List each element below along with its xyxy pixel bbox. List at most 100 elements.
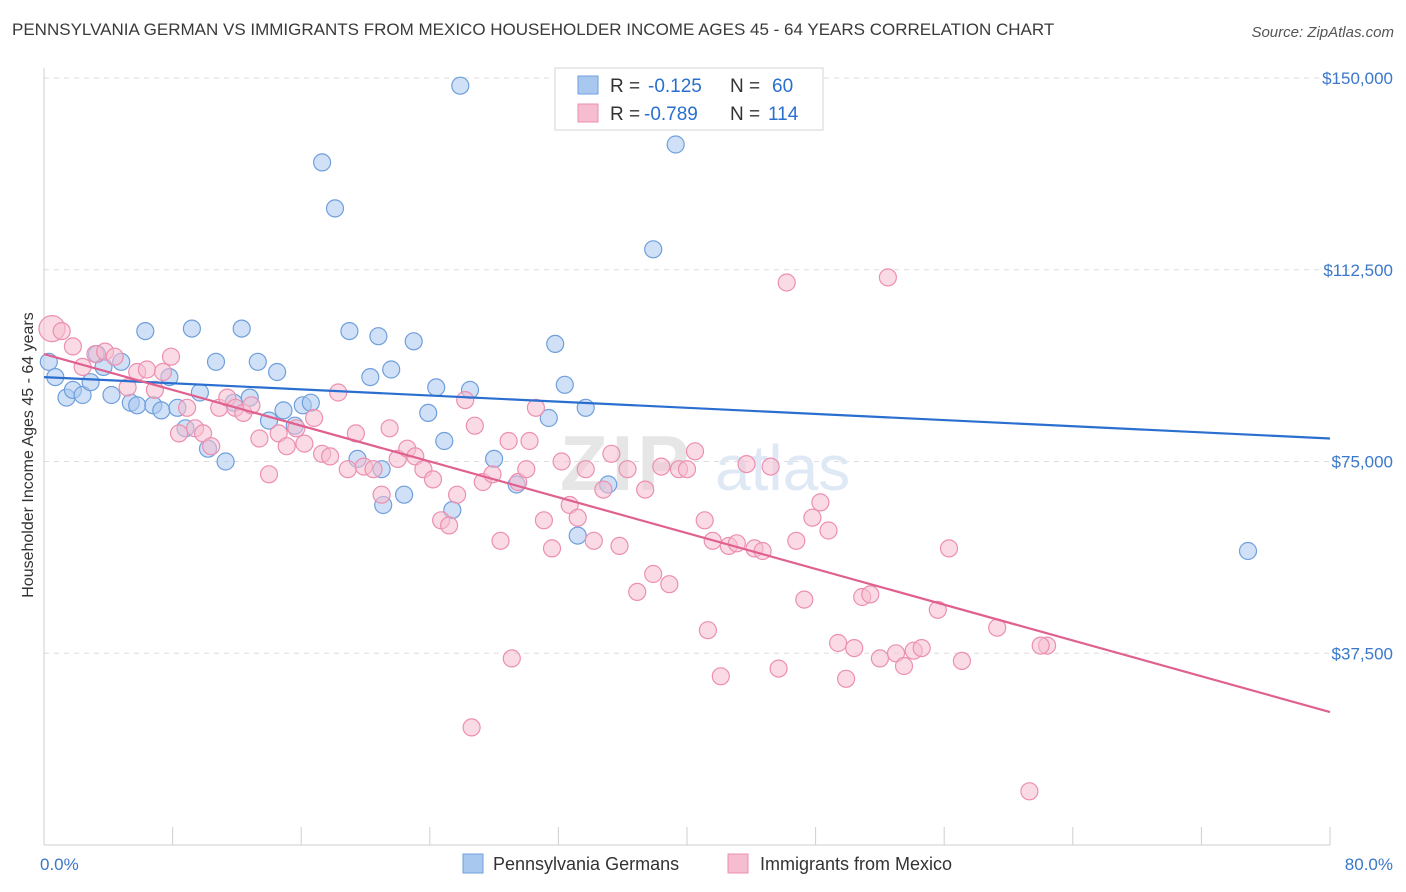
- point-blue-18: [182, 319, 201, 338]
- point-blue-60: [1238, 541, 1258, 561]
- point-blue-21: [206, 352, 226, 371]
- legend-label-pennsylvania-germans: Pennsylvania Germans: [493, 854, 679, 874]
- point-pink-84: [769, 659, 788, 678]
- y-tick-label-3: $150,000: [1322, 69, 1393, 88]
- point-pink-63: [594, 480, 613, 499]
- point-pink-102: [928, 600, 947, 619]
- point-blue-5: [81, 373, 100, 392]
- stats-n-value-1: 60: [772, 76, 793, 97]
- point-blue-26: [248, 352, 267, 371]
- point-pink-43: [423, 470, 443, 489]
- point-blue-29: [274, 401, 293, 420]
- point-pink-56: [534, 511, 554, 530]
- stats-swatch-pink: [577, 103, 599, 123]
- series-pennsylvania-germans: [39, 76, 1258, 561]
- point-blue-8: [102, 385, 121, 405]
- point-pink-95: [861, 585, 880, 604]
- series-immigrants-from-mexico: [38, 268, 1057, 801]
- point-pink-93: [845, 638, 864, 658]
- trend-line-pink: [43, 353, 1331, 714]
- point-blue-37: [361, 368, 380, 387]
- point-pink-23: [250, 429, 269, 448]
- legend-swatch-pennsylvania-germans: [462, 853, 484, 874]
- point-pink-80: [737, 455, 756, 474]
- point-pink-75: [695, 511, 714, 530]
- trend-line-blue: [43, 376, 1331, 440]
- legend-swatch-immigrants-from-mexico: [727, 853, 749, 874]
- grid-lines: [44, 77, 1368, 654]
- point-pink-70: [652, 457, 671, 476]
- point-pink-33: [338, 460, 357, 479]
- point-pink-82: [753, 541, 772, 561]
- point-pink-45: [440, 516, 459, 535]
- point-pink-77: [711, 667, 730, 686]
- x-tick-labels: 0.0% 80.0%: [40, 855, 1393, 874]
- point-pink-57: [542, 539, 562, 558]
- point-pink-99: [894, 656, 914, 676]
- point-blue-53: [546, 334, 565, 353]
- y-axis-title: Householder Income Ages 45 - 64 years: [20, 312, 37, 598]
- point-blue-54: [555, 375, 574, 394]
- stats-r-value-2: -0.789: [644, 104, 698, 125]
- point-blue-58: [644, 240, 663, 259]
- point-pink-74: [685, 442, 705, 461]
- point-blue-48: [451, 76, 470, 95]
- point-pink-52: [499, 431, 518, 451]
- point-pink-24: [259, 465, 279, 484]
- point-pink-13: [169, 424, 189, 443]
- point-blue-43: [404, 332, 423, 351]
- point-pink-55: [526, 398, 546, 417]
- trend-lines: [43, 353, 1331, 714]
- watermark-atlas: atlas: [715, 432, 850, 504]
- point-pink-92: [836, 669, 856, 688]
- point-pink-105: [1020, 782, 1039, 801]
- point-blue-42: [395, 485, 414, 504]
- point-pink-71: [660, 575, 679, 594]
- point-pink-54: [517, 460, 536, 479]
- point-pink-31: [321, 447, 340, 466]
- point-pink-88: [803, 508, 822, 527]
- point-pink-6: [105, 347, 124, 366]
- point-pink-60: [568, 508, 587, 527]
- stats-r-label-2: R =: [610, 104, 640, 125]
- point-blue-11: [128, 396, 147, 415]
- point-blue-41: [382, 360, 401, 379]
- point-pink-111: [939, 539, 959, 558]
- point-pink-66: [618, 460, 637, 479]
- point-pink-83: [761, 457, 780, 476]
- point-pink-1: [52, 322, 71, 341]
- point-blue-34: [325, 199, 345, 218]
- legend-label-immigrants-from-mexico: Immigrants from Mexico: [760, 854, 952, 874]
- point-pink-2: [63, 337, 83, 356]
- point-blue-14: [152, 401, 171, 420]
- point-pink-7: [118, 378, 137, 397]
- point-pink-16: [194, 424, 213, 443]
- point-blue-52: [539, 408, 558, 428]
- point-pink-47: [456, 391, 475, 410]
- axes: [43, 68, 1331, 846]
- point-pink-12: [161, 347, 181, 366]
- point-blue-33: [313, 153, 332, 172]
- point-pink-68: [636, 480, 655, 499]
- point-blue-44: [419, 403, 438, 422]
- stats-box: R = -0.125 N = 60 R = -0.789 N = 114: [554, 67, 824, 131]
- point-blue-22: [216, 452, 235, 471]
- point-blue-46: [435, 431, 454, 451]
- stats-box-frame: [554, 67, 824, 131]
- point-pink-85: [777, 273, 796, 292]
- y-tick-label-0: $37,500: [1332, 644, 1393, 663]
- point-pink-51: [491, 531, 510, 550]
- stats-r-value-1: -0.125: [648, 76, 702, 97]
- point-pink-103: [952, 651, 972, 671]
- point-blue-28: [268, 362, 287, 382]
- x-tick-label-1: 80.0%: [1345, 855, 1393, 874]
- point-pink-110: [698, 621, 718, 640]
- point-pink-96: [870, 649, 890, 668]
- point-pink-38: [380, 419, 399, 438]
- point-blue-50: [485, 449, 504, 468]
- point-pink-61: [576, 460, 595, 479]
- point-blue-32: [301, 393, 320, 412]
- stats-n-label-1: N =: [730, 76, 760, 97]
- point-pink-9: [137, 360, 156, 379]
